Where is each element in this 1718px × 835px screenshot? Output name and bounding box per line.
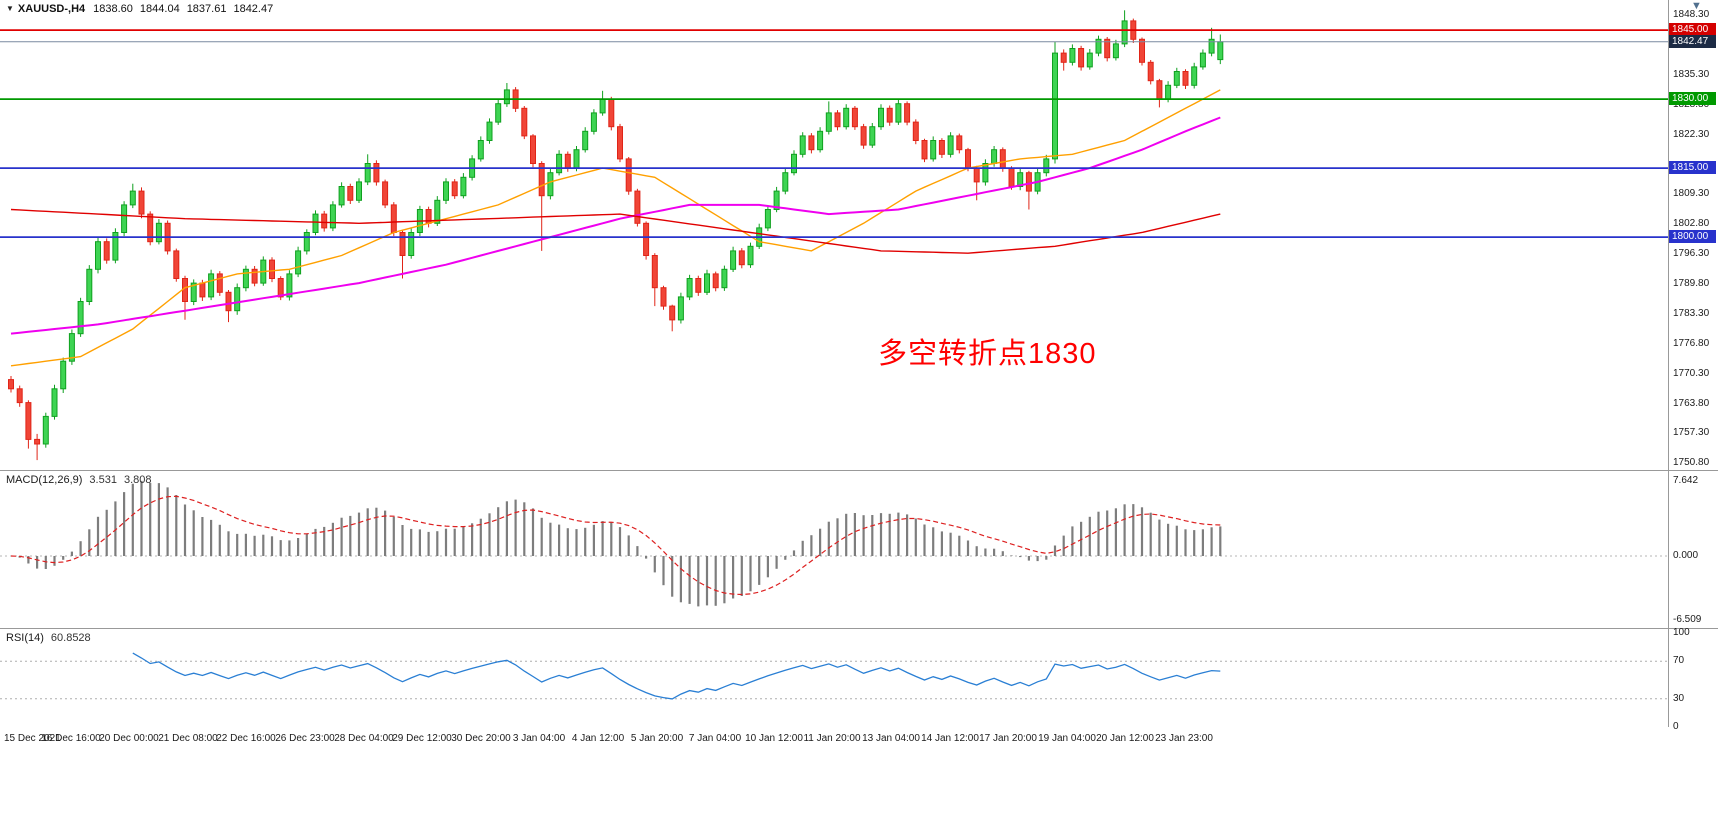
time-tick-label: 7 Jan 04:00: [688, 733, 742, 744]
time-tick-label: 14 Jan 12:00: [921, 733, 979, 744]
time-axis[interactable]: 15 Dec 2021 16 Dec 16:00 20 Dec 00:00 21 De…: [0, 727, 1668, 751]
time-tick-label: 15 Dec 2021: [4, 733, 61, 744]
time-tick-label: 20 Dec 00:00: [99, 733, 159, 744]
time-tick-label: 13 Jan 04:00: [862, 733, 920, 744]
time-tick-label: 3 Jan 04:00: [512, 733, 566, 744]
time-tick-label: 29 Dec 12:00: [392, 733, 452, 744]
ma-magenta: [10, 116, 1221, 335]
time-tick-label: 20 Jan 12:00: [1096, 733, 1154, 744]
time-tick-label: 4 Jan 12:00: [571, 733, 625, 744]
time-tick-label: 16 Dec 16:00: [41, 733, 101, 744]
time-tick-label: 26 Dec 23:00: [275, 733, 335, 744]
time-tick-label: 19 Jan 04:00: [1038, 733, 1096, 744]
time-tick-label: 28 Dec 04:00: [334, 733, 394, 744]
rsi-line: [132, 652, 1221, 700]
level-lines-layer[interactable]: [0, 29, 1668, 239]
time-tick-label: 22 Dec 16:00: [216, 733, 276, 744]
ma-orange: [10, 89, 1221, 367]
time-tick-label: 5 Jan 20:00: [630, 733, 684, 744]
moving-averages-layer: [10, 89, 1221, 367]
time-tick-label: 17 Jan 20:00: [979, 733, 1037, 744]
indicator-layer: [0, 480, 1668, 700]
panel-borders: [0, 0, 1718, 727]
time-tick-label: 23 Jan 23:00: [1155, 733, 1213, 744]
time-tick-label: 21 Dec 08:00: [158, 733, 218, 744]
time-tick-label: 11 Jan 20:00: [803, 733, 861, 744]
candles-layer: [8, 10, 1224, 461]
ma-red: [10, 208, 1221, 254]
time-tick-label: 30 Dec 20:00: [451, 733, 511, 744]
chart-canvas[interactable]: [0, 0, 1718, 727]
macd-signal-line: [10, 495, 1221, 596]
time-tick-label: 10 Jan 12:00: [745, 733, 803, 744]
